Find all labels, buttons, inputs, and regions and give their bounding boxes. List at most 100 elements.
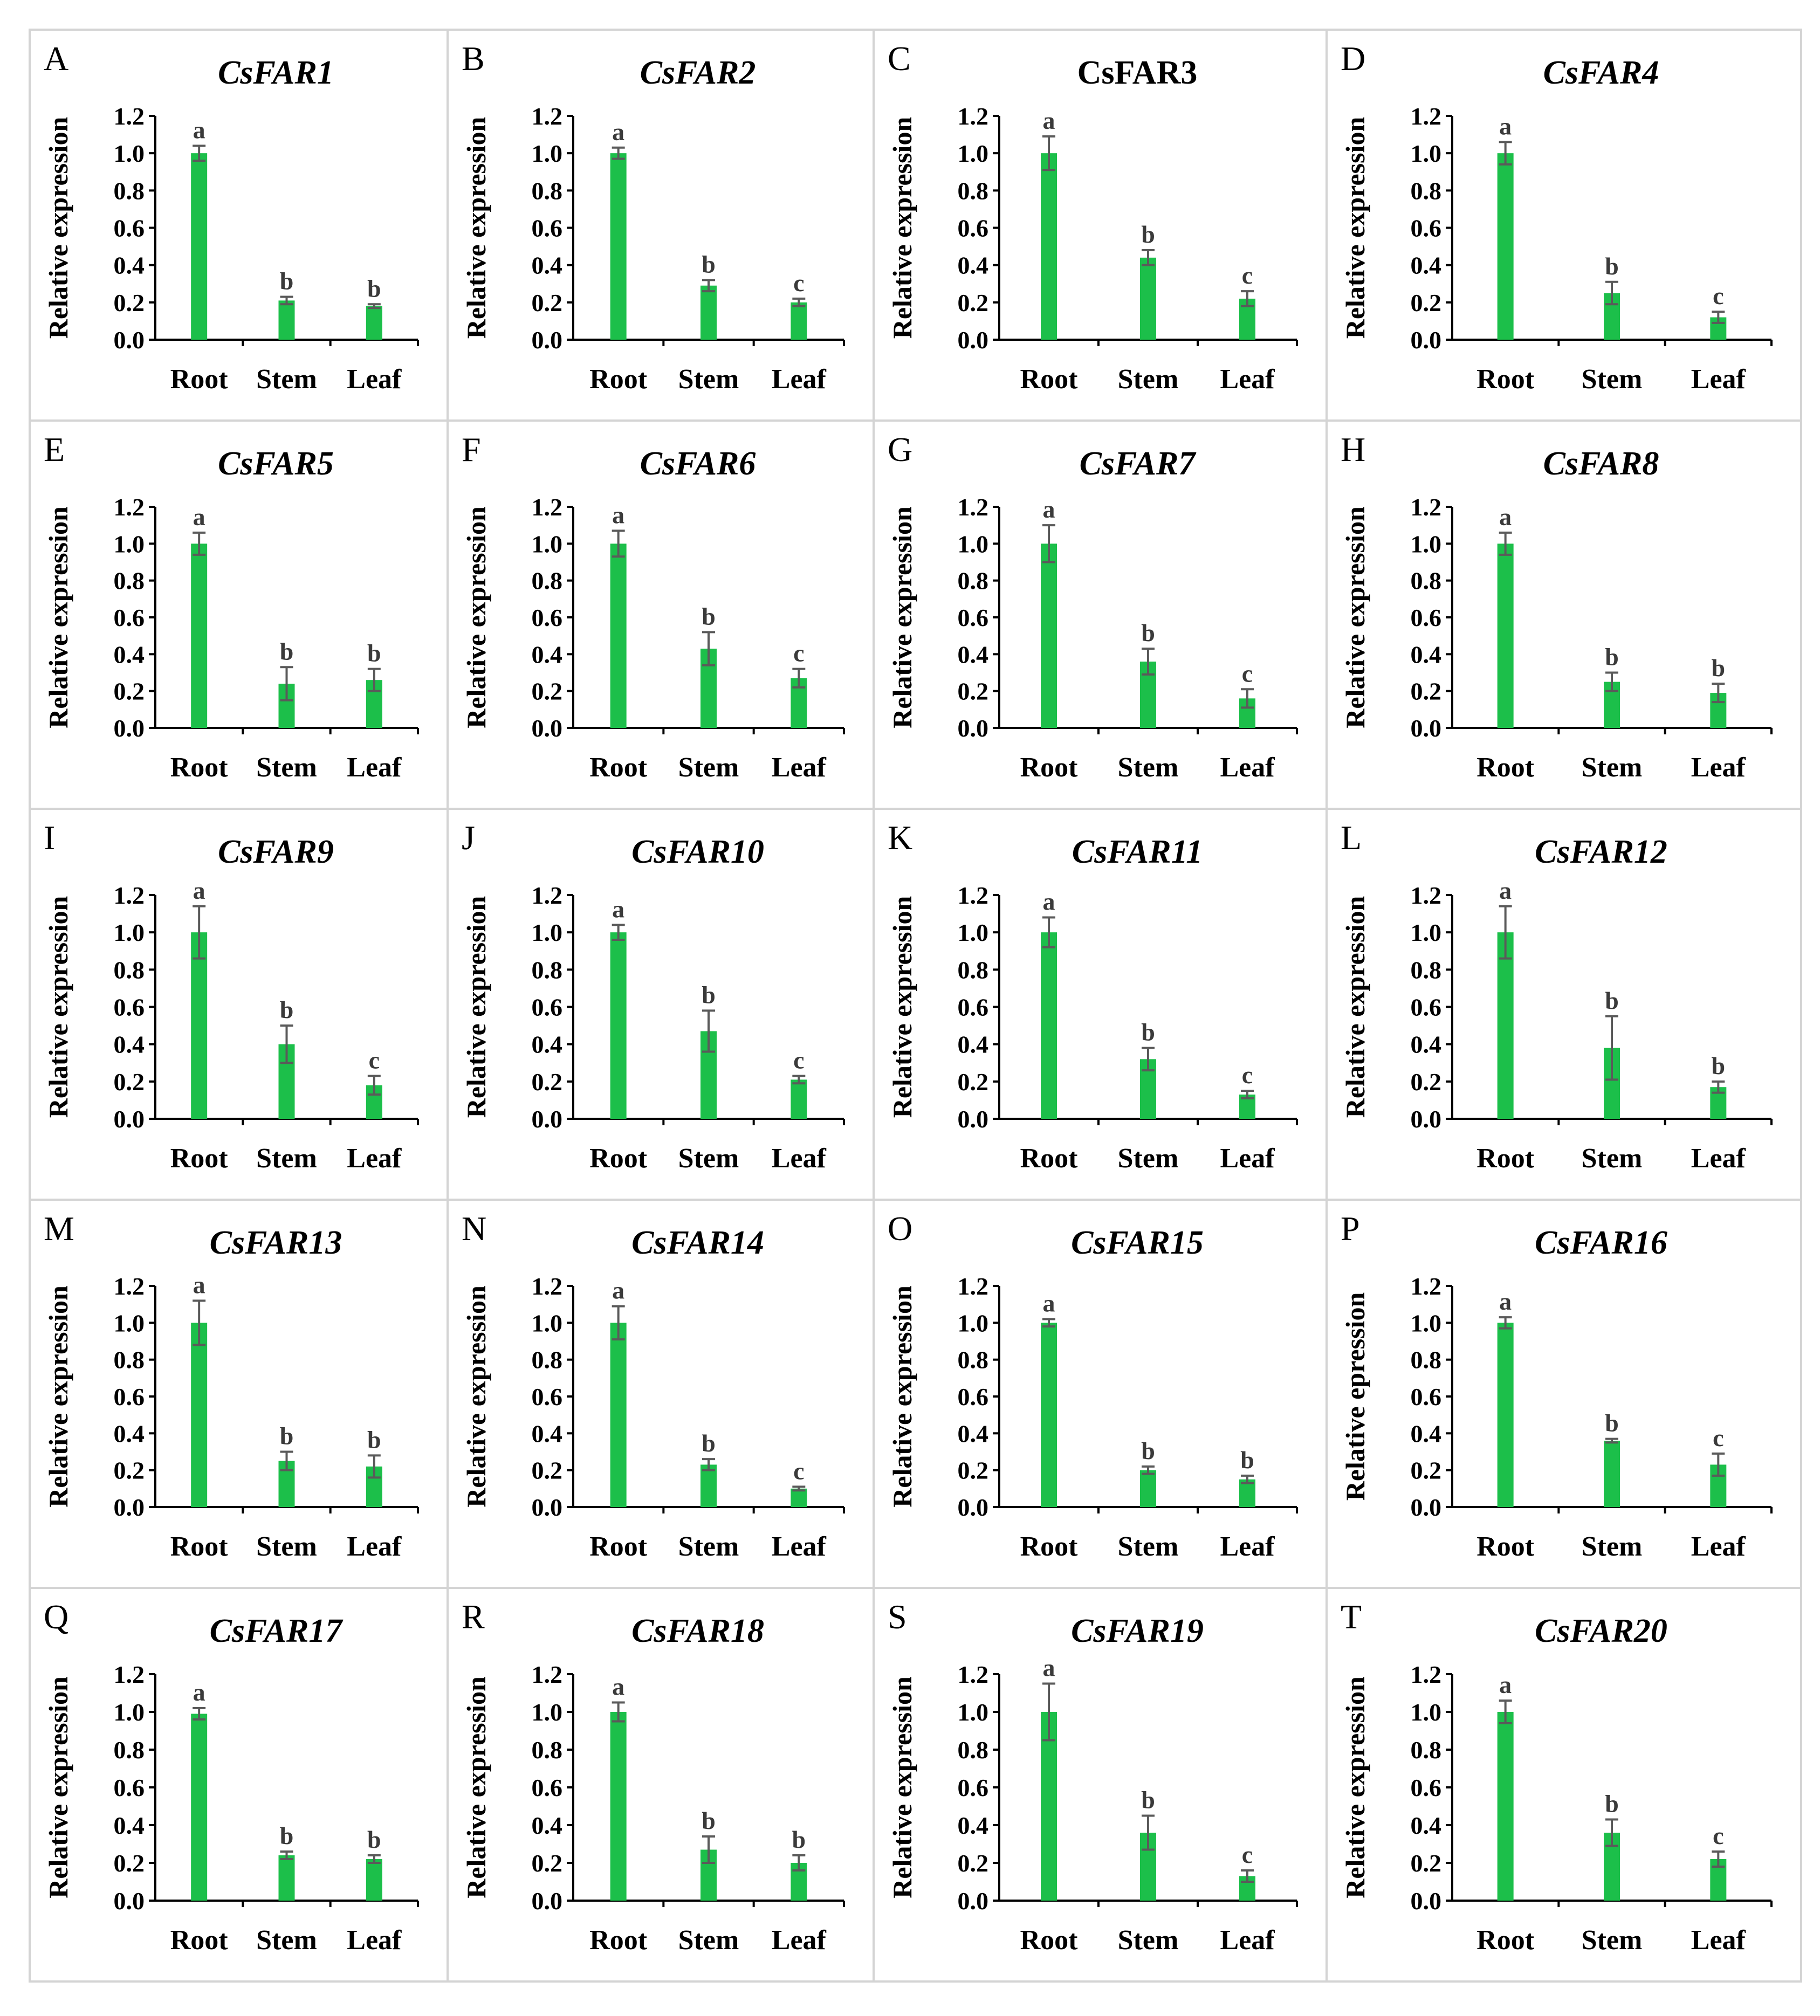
category-label: Leaf [1220, 1143, 1275, 1174]
chart-title: CsFAR14 [631, 1224, 764, 1261]
y-tick-label: 0.0 [1411, 1494, 1442, 1521]
bar-root [610, 543, 627, 728]
panel-letter: M [44, 1209, 74, 1248]
category-label: Leaf [347, 1531, 402, 1562]
y-tick-label: 0.6 [532, 1383, 563, 1410]
significance-letter: b [702, 981, 716, 1008]
panel-border [873, 1199, 1328, 1589]
y-tick-label: 1.0 [958, 140, 989, 167]
panel-border [447, 808, 875, 1201]
category-label: Stem [1582, 1925, 1643, 1956]
significance-letter: b [1141, 1786, 1155, 1814]
y-tick-label: 0.0 [532, 326, 563, 354]
y-tick-label: 0.0 [1411, 1887, 1442, 1915]
category-label: Stem [1582, 1531, 1643, 1562]
category-label: Root [170, 364, 229, 395]
significance-letter: c [369, 1046, 380, 1074]
bar-root [191, 1714, 208, 1901]
y-axis-label: Relative expression [887, 117, 917, 339]
y-tick-label: 1.2 [532, 102, 563, 130]
panel-letter: D [1341, 39, 1365, 78]
chart-title: CsFAR2 [640, 54, 756, 91]
y-tick-label: 0.2 [1411, 678, 1442, 705]
panel-n: N CsFAR14 Relative expression 0.0 0.2 0.4 0.6 0… [447, 1199, 875, 1589]
category-label: Leaf [1220, 364, 1275, 395]
bar-root [1497, 1712, 1514, 1901]
category-label: Leaf [1691, 364, 1746, 395]
panel-border [1325, 808, 1802, 1201]
bar-root [191, 1323, 208, 1507]
y-tick-label: 0.4 [114, 1812, 145, 1839]
category-label: Leaf [347, 1925, 402, 1956]
panel-border [873, 1587, 1328, 1983]
significance-letter: c [793, 1046, 804, 1074]
y-tick-label: 0.4 [532, 1031, 563, 1058]
significance-letter: b [1605, 987, 1619, 1014]
y-tick-label: 1.2 [1411, 493, 1442, 521]
category-label: Root [1020, 1531, 1079, 1562]
y-axis-label: Relative expression [461, 117, 491, 339]
category-label: Stem [1118, 1925, 1179, 1956]
category-label: Root [589, 752, 648, 783]
category-label: Stem [1582, 364, 1643, 395]
y-tick-label: 0.4 [532, 252, 563, 279]
y-tick-label: 0.8 [1411, 177, 1442, 204]
y-axis-label: Relative expression [43, 896, 73, 1118]
y-tick-label: 0.6 [958, 1383, 989, 1410]
y-tick-label: 0.8 [1411, 956, 1442, 983]
y-tick-label: 0.6 [114, 215, 145, 242]
y-tick-label: 1.2 [1411, 1661, 1442, 1688]
panel-letter: L [1341, 818, 1362, 857]
bar-root [1497, 932, 1514, 1119]
y-tick-label: 0.0 [114, 1105, 145, 1133]
y-tick-label: 0.4 [958, 252, 989, 279]
significance-letter: a [193, 503, 205, 531]
panel-f: F CsFAR6 Relative expression 0.0 0.2 0.4 0.6 0.… [447, 419, 875, 810]
significance-letter: b [1605, 643, 1619, 671]
y-tick-label: 0.0 [114, 714, 145, 742]
significance-letter: a [1499, 503, 1512, 531]
category-label: Leaf [1691, 752, 1746, 783]
significance-letter: a [193, 116, 205, 143]
y-axis-label: Relative expression [1340, 1676, 1370, 1898]
y-axis-label: Relative expression [887, 1676, 917, 1898]
bar-root [191, 543, 208, 728]
bar-root [610, 932, 627, 1119]
y-tick-label: 0.4 [958, 1031, 989, 1058]
bar-leaf [366, 306, 382, 340]
category-label: Stem [1118, 1143, 1179, 1174]
significance-letter: b [1240, 1446, 1254, 1474]
panel-i: I CsFAR9 Relative expression 0.0 0.2 0.4 0.6 0.… [29, 808, 449, 1201]
y-tick-label: 0.6 [532, 1774, 563, 1801]
bar-stem [1140, 257, 1156, 340]
bar-root [1497, 1323, 1514, 1507]
significance-letter: b [280, 267, 294, 294]
y-tick-label: 0.4 [958, 1420, 989, 1447]
panel-border [447, 1199, 875, 1589]
y-tick-label: 1.2 [532, 1272, 563, 1300]
category-label: Root [1020, 1143, 1079, 1174]
category-label: Leaf [347, 1143, 402, 1174]
y-tick-label: 0.8 [532, 1736, 563, 1764]
category-label: Root [170, 1143, 229, 1174]
bar-stem [700, 285, 717, 340]
y-tick-label: 0.2 [1411, 1457, 1442, 1484]
significance-letter: b [702, 250, 716, 278]
y-tick-label: 0.2 [1411, 289, 1442, 316]
y-tick-label: 1.0 [958, 1698, 989, 1726]
y-tick-label: 0.0 [114, 326, 145, 354]
y-tick-label: 1.0 [532, 140, 563, 167]
y-tick-label: 0.6 [958, 604, 989, 631]
y-tick-label: 1.0 [114, 1698, 145, 1726]
chart-title: CsFAR1 [218, 54, 334, 91]
y-tick-label: 1.0 [1411, 1309, 1442, 1337]
y-axis-label: Relative expression [1340, 506, 1370, 728]
panel-c: C CsFAR3 Relative expression 0.0 0.2 0.4 0.6 0.… [873, 29, 1328, 422]
category-label: Root [1476, 364, 1535, 395]
category-label: Leaf [1691, 1143, 1746, 1174]
significance-letter: b [367, 639, 381, 667]
y-tick-label: 1.2 [532, 493, 563, 521]
y-tick-label: 0.8 [532, 1346, 563, 1374]
y-tick-label: 0.6 [1411, 604, 1442, 631]
category-label: Stem [678, 364, 739, 395]
